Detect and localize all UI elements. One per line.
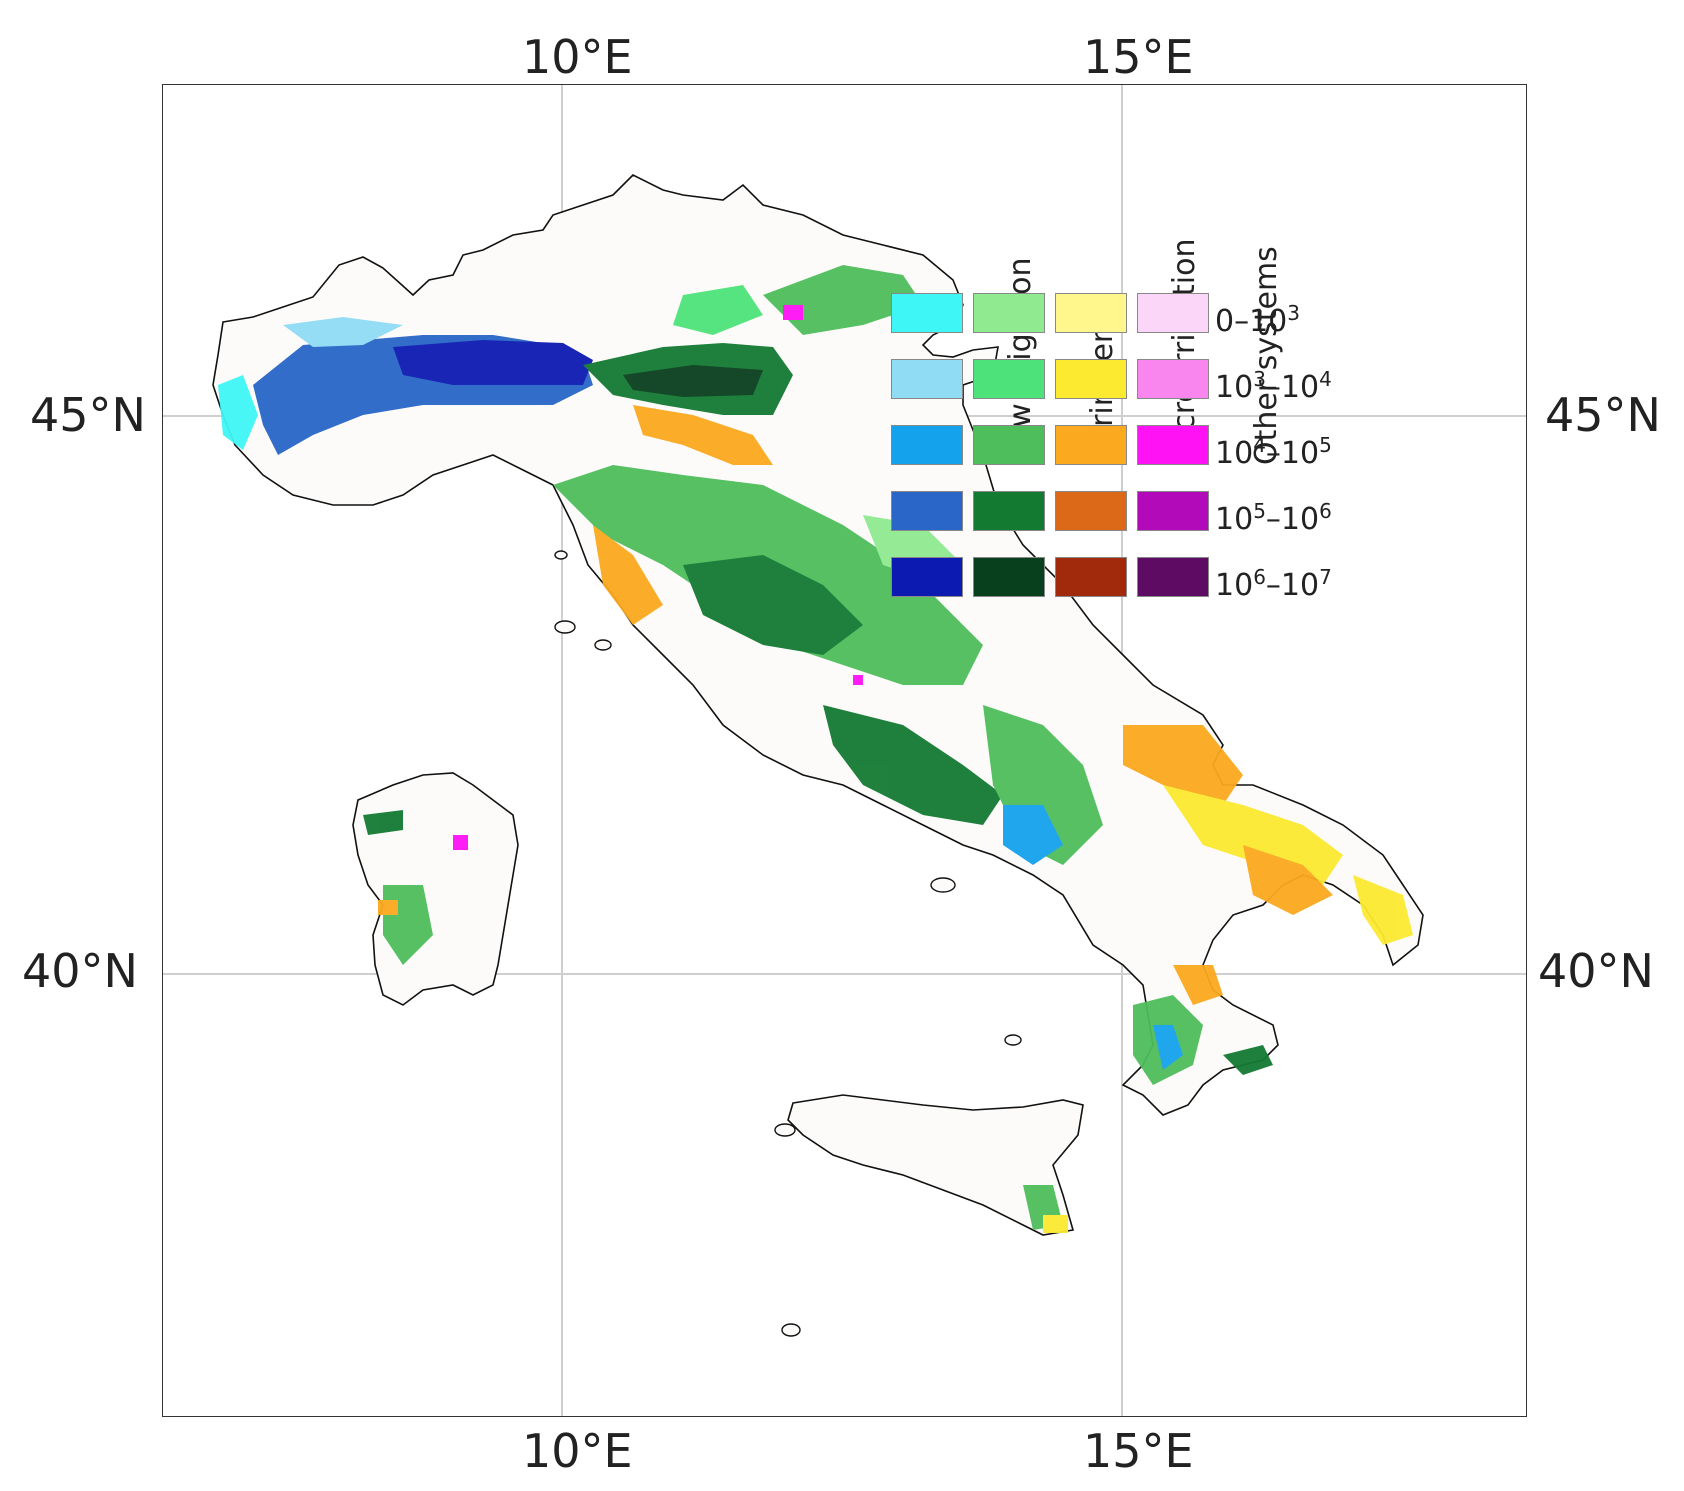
small-island xyxy=(554,550,568,560)
flow-irrigation-patch xyxy=(283,317,403,347)
legend-swatch-flow-irrigation-3 xyxy=(891,425,963,465)
small-island xyxy=(930,877,956,893)
sprinkler-patch xyxy=(363,810,403,835)
sardinia xyxy=(352,772,519,1006)
micro-irrigation-patch xyxy=(1173,965,1223,1005)
legend-swatch-micro-irrigation-3 xyxy=(1055,425,1127,465)
lon-tick-top-15e: 15°E xyxy=(1083,30,1194,84)
other-systems-patch xyxy=(853,675,863,685)
small-island xyxy=(774,1123,796,1137)
legend-range-label-3: 104–105 xyxy=(1215,433,1332,471)
micro-irrigation-patch xyxy=(1163,785,1343,885)
legend-swatch-sprinklers-4 xyxy=(973,491,1045,531)
legend-swatch-flow-irrigation-5 xyxy=(891,557,963,597)
small-island xyxy=(1004,1034,1022,1046)
sprinkler-patch xyxy=(683,555,863,655)
lat-tick-right-40n: 40°N xyxy=(1538,944,1654,998)
lat-tick-right-45n: 45°N xyxy=(1545,388,1661,442)
legend-swatch-other-systems-3 xyxy=(1137,425,1209,465)
gridline-lat-40n xyxy=(163,973,1526,975)
micro-irrigation-patch xyxy=(378,900,398,915)
irrigation-map xyxy=(212,174,1424,1337)
micro-irrigation-patch xyxy=(1353,875,1413,945)
other-systems-patch xyxy=(783,305,803,320)
micro-irrigation-patch xyxy=(593,525,663,625)
lat-tick-left-40n: 40°N xyxy=(22,944,138,998)
legend-swatch-micro-irrigation-4 xyxy=(1055,491,1127,531)
legend-range-label-5: 106–107 xyxy=(1215,565,1332,603)
legend-swatch-other-systems-5 xyxy=(1137,557,1209,597)
legend-swatch-flow-irrigation-1 xyxy=(891,293,963,333)
lon-tick-bottom-15e: 15°E xyxy=(1083,1424,1194,1478)
lon-tick-top-10e: 10°E xyxy=(522,30,633,84)
micro-irrigation-patch xyxy=(1243,845,1333,915)
irrigation-patches xyxy=(218,265,1413,1233)
gridline-lon-10e xyxy=(561,85,563,1416)
legend-swatch-micro-irrigation-2 xyxy=(1055,359,1127,399)
legend-range-label-4: 105–106 xyxy=(1215,499,1332,537)
legend-swatch-flow-irrigation-4 xyxy=(891,491,963,531)
legend-swatch-flow-irrigation-2 xyxy=(891,359,963,399)
legend-swatch-sprinklers-2 xyxy=(973,359,1045,399)
micro-irrigation-patch xyxy=(633,405,773,465)
legend-swatch-sprinklers-5 xyxy=(973,557,1045,597)
legend-swatch-other-systems-1 xyxy=(1137,293,1209,333)
legend-swatch-sprinklers-1 xyxy=(973,293,1045,333)
micro-irrigation-patch xyxy=(1043,1215,1068,1233)
lon-tick-bottom-10e: 10°E xyxy=(522,1424,633,1478)
sprinkler-patch xyxy=(673,285,763,335)
flow-irrigation-patch xyxy=(1003,805,1063,865)
legend-range-label-2: 103–104 xyxy=(1215,367,1332,405)
map-frame: flow Irrigation Sprinklers Micro Irrigat… xyxy=(162,84,1527,1417)
other-systems-patch xyxy=(453,835,468,850)
micro-irrigation-patch xyxy=(1123,725,1243,805)
flow-irrigation-patch xyxy=(1153,1025,1183,1070)
small-island xyxy=(554,620,576,634)
legend-swatch-other-systems-4 xyxy=(1137,491,1209,531)
small-island xyxy=(594,639,612,651)
sprinkler-patch xyxy=(1223,1045,1273,1075)
legend-range-label-1: 0–103 xyxy=(1215,301,1300,339)
lat-tick-left-45n: 45°N xyxy=(30,388,146,442)
flow-irrigation-patch xyxy=(218,375,258,450)
sprinkler-patch xyxy=(823,705,1003,825)
sprinkler-patch xyxy=(623,365,763,397)
legend-swatch-micro-irrigation-5 xyxy=(1055,557,1127,597)
flow-irrigation-patch xyxy=(393,340,593,385)
sicily xyxy=(787,1094,1084,1236)
legend-swatch-sprinklers-3 xyxy=(973,425,1045,465)
legend-swatch-micro-irrigation-1 xyxy=(1055,293,1127,333)
small-island xyxy=(781,1323,801,1337)
legend-swatch-other-systems-2 xyxy=(1137,359,1209,399)
